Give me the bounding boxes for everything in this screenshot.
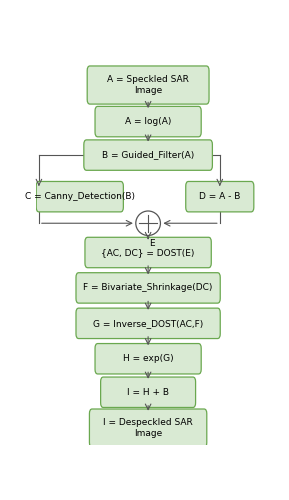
- Ellipse shape: [136, 211, 160, 236]
- FancyBboxPatch shape: [76, 272, 220, 303]
- FancyBboxPatch shape: [85, 238, 211, 268]
- FancyBboxPatch shape: [101, 377, 196, 408]
- FancyBboxPatch shape: [84, 140, 212, 170]
- Text: A = log(A): A = log(A): [125, 117, 171, 126]
- FancyBboxPatch shape: [76, 308, 220, 338]
- Text: I = Despeckled SAR
Image: I = Despeckled SAR Image: [103, 418, 193, 438]
- FancyBboxPatch shape: [87, 66, 209, 104]
- Text: D = A - B: D = A - B: [199, 192, 240, 201]
- Text: H = exp(G): H = exp(G): [123, 354, 173, 364]
- FancyBboxPatch shape: [95, 106, 201, 137]
- FancyBboxPatch shape: [186, 182, 254, 212]
- FancyBboxPatch shape: [89, 409, 207, 447]
- Text: I = H + B: I = H + B: [127, 388, 169, 397]
- Text: A = Speckled SAR
Image: A = Speckled SAR Image: [107, 76, 189, 94]
- FancyBboxPatch shape: [95, 344, 201, 374]
- Text: {AC, DC} = DOST(E): {AC, DC} = DOST(E): [101, 248, 195, 257]
- Text: E: E: [149, 240, 154, 248]
- Text: G = Inverse_DOST(AC,F): G = Inverse_DOST(AC,F): [93, 319, 203, 328]
- Text: C = Canny_Detection(B): C = Canny_Detection(B): [25, 192, 135, 201]
- FancyBboxPatch shape: [36, 182, 123, 212]
- Text: B = Guided_Filter(A): B = Guided_Filter(A): [102, 150, 194, 160]
- Text: F = Bivariate_Shrinkage(DC): F = Bivariate_Shrinkage(DC): [84, 284, 213, 292]
